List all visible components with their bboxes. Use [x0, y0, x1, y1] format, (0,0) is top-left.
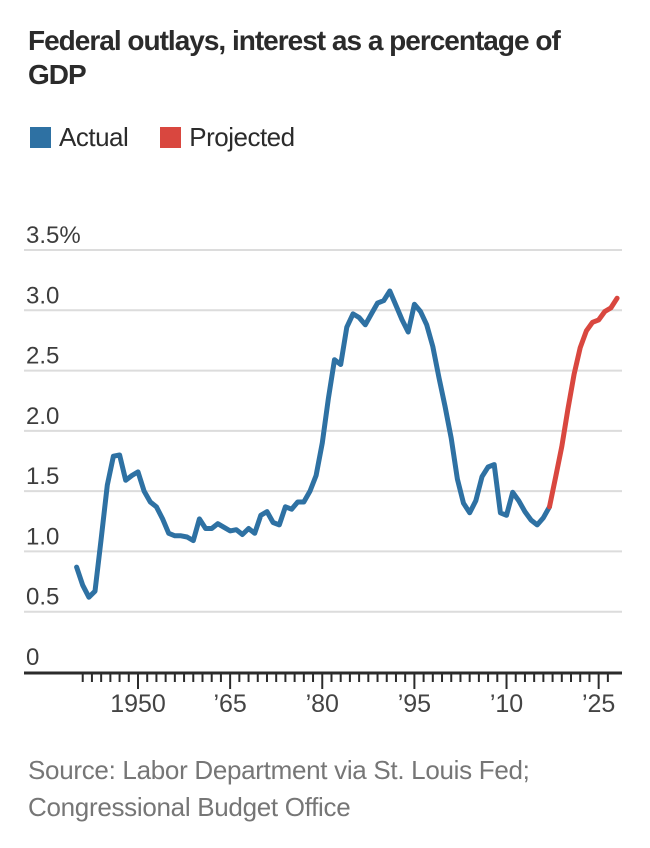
source-line2: Congressional Budget Office — [28, 792, 351, 822]
chart-title-line1: Federal outlays, interest as a percentag… — [28, 25, 561, 56]
legend-item-projected: Projected — [160, 122, 295, 153]
legend: Actual Projected — [30, 122, 295, 153]
legend-label-actual: Actual — [59, 122, 129, 152]
projected-line — [547, 295, 620, 510]
source-note: Source: Labor Department via St. Louis F… — [28, 752, 530, 826]
x-axis-label: ’10 — [490, 690, 523, 718]
y-axis-label: 1.0 — [26, 523, 59, 550]
chart-title-line2: GDP — [28, 59, 87, 90]
y-axis-label: 3.5% — [26, 222, 81, 249]
source-line1: Source: Labor Department via St. Louis F… — [28, 755, 530, 785]
actual-line — [74, 288, 552, 600]
y-axis-label: 0.5 — [26, 584, 59, 611]
legend-item-actual: Actual — [30, 122, 129, 153]
x-axis-label: ’95 — [398, 690, 431, 718]
x-axis-label: 1950 — [110, 690, 166, 718]
x-axis-label: ’80 — [306, 690, 339, 718]
y-axis-label: 2.0 — [26, 403, 59, 430]
projected-swatch-icon — [160, 127, 182, 148]
actual-swatch-icon — [30, 127, 51, 148]
y-axis-label: 0 — [26, 644, 39, 671]
x-axis-label: ’65 — [213, 690, 246, 718]
line-chart: 3.5% 3.0 2.5 2.0 1.5 1.0 0.5 0 1950 ’65 ’80 ’95 ’10 ’… — [24, 222, 622, 718]
chart-title: Federal outlays, interest as a percentag… — [28, 24, 561, 92]
x-axis-label: ’25 — [582, 690, 615, 718]
y-axis-label: 3.0 — [26, 282, 59, 309]
legend-label-projected: Projected — [189, 122, 295, 152]
y-axis-label: 2.5 — [26, 343, 59, 370]
y-axis-label: 1.5 — [26, 463, 59, 490]
